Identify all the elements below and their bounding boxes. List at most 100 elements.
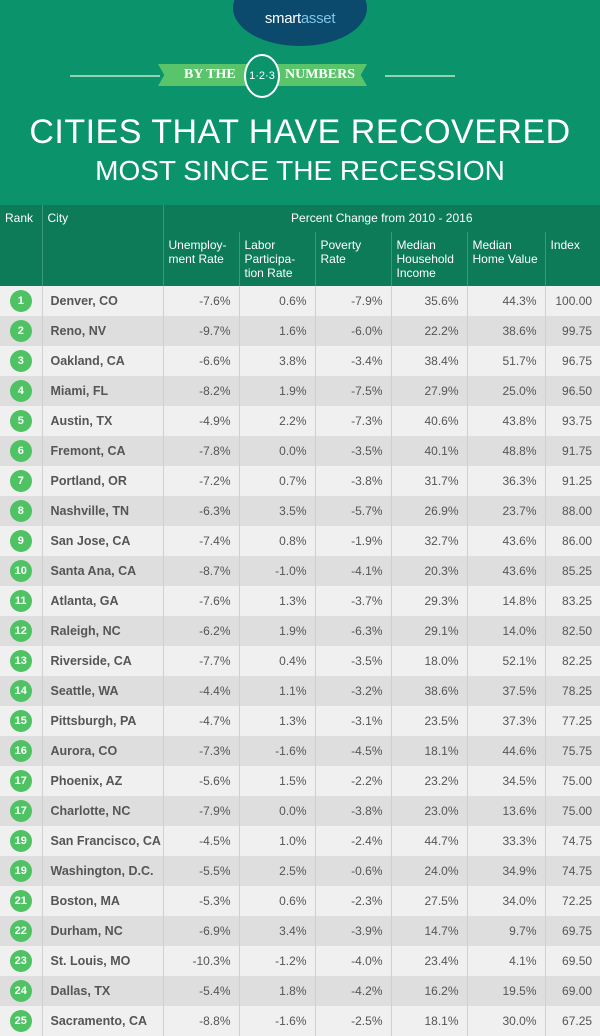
table-row: 21 Boston, MA -5.3% 0.6% -2.3% 27.5% 34.0% 72.2… (0, 886, 600, 916)
cell-poverty: -5.7% (314, 496, 391, 526)
rank-badge: 2 (9, 320, 32, 342)
divider-left (70, 75, 160, 77)
cell-index: 74.75 (544, 826, 600, 856)
cell-poverty: -2.4% (314, 826, 391, 856)
cell-labor-participation: 1.6% (238, 316, 315, 346)
rank-badge: 12 (9, 620, 32, 642)
cell-rank: 9 (0, 526, 42, 556)
header-index: Index (544, 232, 600, 286)
cell-home-value: 38.6% (466, 316, 545, 346)
cell-labor-participation: 0.8% (238, 526, 315, 556)
banner-left-text: BY THE (184, 67, 236, 82)
cell-unemployment: -4.7% (162, 706, 239, 736)
cell-unemployment: -8.2% (162, 376, 239, 406)
cell-unemployment: -7.8% (162, 436, 239, 466)
cell-index: 86.00 (544, 526, 600, 556)
cell-home-value: 30.0% (466, 1006, 545, 1036)
cell-index: 93.75 (544, 406, 600, 436)
cell-unemployment: -6.2% (162, 616, 239, 646)
cell-rank: 10 (0, 556, 42, 586)
table-row: 13 Riverside, CA -7.7% 0.4% -3.5% 18.0% 52.1% 8… (0, 646, 600, 676)
table-row: 24 Dallas, TX -5.4% 1.8% -4.2% 16.2% 19.5% 69.0… (0, 976, 600, 1006)
cell-unemployment: -8.7% (162, 556, 239, 586)
header-hero: smartasset BY THE NUMBERS 1·2·3 CITIES T… (0, 0, 600, 205)
cell-labor-participation: 0.0% (238, 796, 315, 826)
cell-household-income: 23.5% (390, 706, 467, 736)
cell-city: Boston, MA (41, 886, 163, 916)
cell-rank: 12 (0, 616, 42, 646)
table-row: 1 Denver, CO -7.6% 0.6% -7.9% 35.6% 44.3% 100.0… (0, 286, 600, 316)
cell-unemployment: -9.7% (162, 316, 239, 346)
rankings-table: Rank City Percent Change from 2010 - 201… (0, 205, 600, 1036)
cell-unemployment: -6.9% (162, 916, 239, 946)
cell-index: 69.75 (544, 916, 600, 946)
cell-city: Sacramento, CA (41, 1006, 163, 1036)
page-title-line1: CITIES THAT HAVE RECOVERED (29, 113, 571, 151)
cell-household-income: 40.1% (390, 436, 467, 466)
cell-home-value: 34.0% (466, 886, 545, 916)
cell-rank: 14 (0, 676, 42, 706)
cell-poverty: -2.5% (314, 1006, 391, 1036)
cell-home-value: 44.3% (466, 286, 545, 316)
cell-city: Oakland, CA (41, 346, 163, 376)
cell-household-income: 27.5% (390, 886, 467, 916)
cell-city: Nashville, TN (41, 496, 163, 526)
cell-home-value: 43.6% (466, 526, 545, 556)
cell-city: Miami, FL (41, 376, 163, 406)
cell-poverty: -4.2% (314, 976, 391, 1006)
cell-household-income: 18.0% (390, 646, 467, 676)
cell-labor-participation: 1.9% (238, 376, 315, 406)
cell-index: 75.00 (544, 796, 600, 826)
cell-unemployment: -7.7% (162, 646, 239, 676)
cell-labor-participation: 2.5% (238, 856, 315, 886)
cell-rank: 4 (0, 376, 42, 406)
cell-unemployment: -8.8% (162, 1006, 239, 1036)
header-rank: Rank (0, 205, 42, 286)
cell-rank: 2 (0, 316, 42, 346)
cell-index: 85.25 (544, 556, 600, 586)
cell-city: Austin, TX (41, 406, 163, 436)
cell-city: Riverside, CA (41, 646, 163, 676)
cell-household-income: 44.7% (390, 826, 467, 856)
cell-labor-participation: -1.6% (238, 1006, 315, 1036)
cell-household-income: 16.2% (390, 976, 467, 1006)
table-row: 10 Santa Ana, CA -8.7% -1.0% -4.1% 20.3% 43.6%… (0, 556, 600, 586)
cell-rank: 23 (0, 946, 42, 976)
cell-home-value: 48.8% (466, 436, 545, 466)
cell-poverty: -3.9% (314, 916, 391, 946)
cell-poverty: -2.3% (314, 886, 391, 916)
header-unemployment: Unemploy-ment Rate (162, 232, 239, 286)
cell-rank: 16 (0, 736, 42, 766)
table-row: 6 Fremont, CA -7.8% 0.0% -3.5% 40.1% 48.8% 91.7… (0, 436, 600, 466)
cell-city: Pittsburgh, PA (41, 706, 163, 736)
cell-labor-participation: 1.9% (238, 616, 315, 646)
cell-labor-participation: 1.0% (238, 826, 315, 856)
cell-unemployment: -7.6% (162, 286, 239, 316)
cell-home-value: 13.6% (466, 796, 545, 826)
cell-home-value: 4.1% (466, 946, 545, 976)
cell-household-income: 35.6% (390, 286, 467, 316)
cell-city: St. Louis, MO (41, 946, 163, 976)
table-row: 7 Portland, OR -7.2% 0.7% -3.8% 31.7% 36.3% 91.… (0, 466, 600, 496)
table-row: 17 Phoenix, AZ -5.6% 1.5% -2.2% 23.2% 34.5% 75.… (0, 766, 600, 796)
cell-unemployment: -7.3% (162, 736, 239, 766)
cell-index: 69.50 (544, 946, 600, 976)
cell-home-value: 44.6% (466, 736, 545, 766)
cell-index: 96.75 (544, 346, 600, 376)
cell-household-income: 24.0% (390, 856, 467, 886)
table-row: 19 Washington, D.C. -5.5% 2.5% -0.6% 24.0% 34.… (0, 856, 600, 886)
cell-labor-participation: 0.6% (238, 286, 315, 316)
cell-household-income: 29.3% (390, 586, 467, 616)
rank-badge: 9 (9, 530, 32, 552)
table-row: 15 Pittsburgh, PA -4.7% 1.3% -3.1% 23.5% 37.3%… (0, 706, 600, 736)
cell-labor-participation: 3.8% (238, 346, 315, 376)
cell-unemployment: -5.3% (162, 886, 239, 916)
cell-unemployment: -5.4% (162, 976, 239, 1006)
cell-city: Santa Ana, CA (41, 556, 163, 586)
header-household-income: Median Household Income (390, 232, 467, 286)
cell-home-value: 14.8% (466, 586, 545, 616)
table-row: 25 Sacramento, CA -8.8% -1.6% -2.5% 18.1% 30.0… (0, 1006, 600, 1036)
cell-home-value: 52.1% (466, 646, 545, 676)
cell-household-income: 32.7% (390, 526, 467, 556)
rank-badge: 25 (9, 1010, 32, 1032)
